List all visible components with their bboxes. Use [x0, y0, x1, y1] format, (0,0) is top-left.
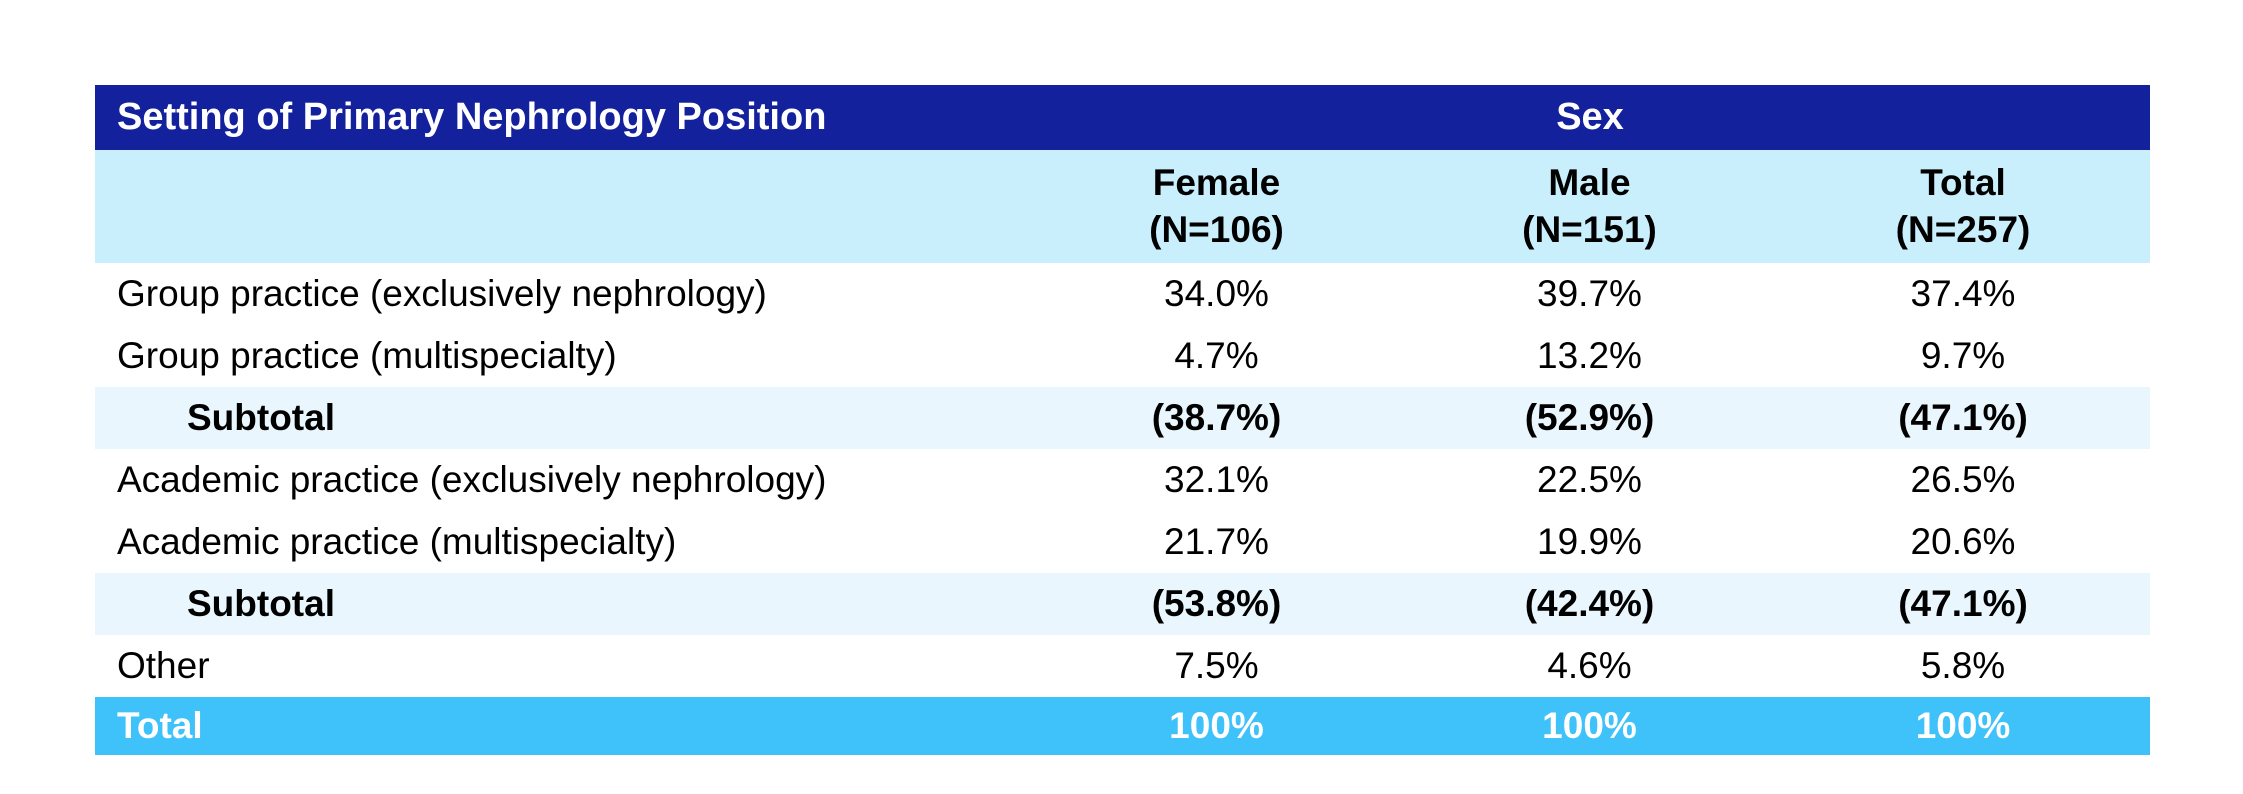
cell-male: 22.5% — [1537, 459, 1642, 500]
cell-male: 13.2% — [1537, 335, 1642, 376]
table-header-row: Setting of Primary Nephrology Position S… — [95, 85, 2151, 150]
cell-female: (53.8%) — [1151, 583, 1282, 624]
cell-total: 26.5% — [1910, 459, 2016, 500]
table-row: Group practice (exclusively nephrology) … — [95, 263, 2151, 325]
table-row: Group practice (multispecialty) 4.7% 13.… — [95, 325, 2151, 387]
table-row: Other 7.5% 4.6% 5.8% — [95, 635, 2151, 697]
column-header-label: Total — [1920, 161, 2006, 203]
cell-total: (47.1%) — [1898, 397, 2028, 438]
column-header-female: Female (N=106) — [1030, 150, 1403, 263]
grand-total-total: 100% — [1915, 705, 2011, 746]
cell-male: (52.9%) — [1524, 397, 1655, 438]
cell-total: 9.7% — [1920, 335, 2006, 376]
row-label: Group practice (exclusively nephrology) — [117, 273, 767, 314]
grand-total-row: Total 100% 100% 100% — [95, 697, 2151, 755]
table-row: Academic practice (multispecialty) 21.7%… — [95, 511, 2151, 573]
grand-total-label: Total — [117, 705, 203, 746]
column-header-n: (N=151) — [1522, 208, 1657, 250]
grand-total-male: 100% — [1542, 705, 1637, 746]
row-label: Group practice (multispecialty) — [117, 335, 617, 376]
cell-male: 4.6% — [1547, 645, 1632, 686]
row-label: Academic practice (exclusively nephrolog… — [117, 459, 827, 500]
row-label: Academic practice (multispecialty) — [117, 521, 677, 562]
cell-male: 39.7% — [1537, 273, 1642, 314]
cell-female: (38.7%) — [1151, 397, 1282, 438]
row-label: Other — [117, 645, 210, 686]
cell-total: (47.1%) — [1898, 583, 2028, 624]
column-header-label: Male — [1548, 161, 1631, 203]
cell-total: 20.6% — [1910, 521, 2016, 562]
cell-total: 37.4% — [1910, 273, 2016, 314]
column-group-title-sex: Sex — [1556, 96, 1624, 138]
column-header-male: Male (N=151) — [1403, 150, 1776, 263]
cell-male: (42.4%) — [1524, 583, 1655, 624]
row-label: Subtotal — [187, 583, 335, 624]
column-header-total: Total (N=257) — [1776, 150, 2150, 263]
column-header-n: (N=257) — [1895, 208, 2031, 250]
row-label: Subtotal — [187, 397, 335, 438]
column-header-n: (N=106) — [1149, 208, 1284, 250]
empty-corner-cell — [95, 150, 1030, 263]
cell-male: 19.9% — [1537, 521, 1642, 562]
nephrology-position-by-sex-table: Setting of Primary Nephrology Position S… — [95, 85, 2151, 755]
subtotal-row: Subtotal (38.7%) (52.9%) (47.1%) — [95, 387, 2151, 449]
cell-female: 7.5% — [1174, 645, 1259, 686]
cell-female: 34.0% — [1164, 273, 1269, 314]
table-subheader-row: Female (N=106) Male (N=151) Total (N=257… — [95, 150, 2151, 263]
cell-female: 21.7% — [1164, 521, 1269, 562]
row-label-column-title: Setting of Primary Nephrology Position — [117, 96, 827, 138]
cell-female: 32.1% — [1164, 459, 1269, 500]
column-header-label: Female — [1152, 161, 1281, 203]
table-row: Academic practice (exclusively nephrolog… — [95, 449, 2151, 511]
cell-female: 4.7% — [1174, 335, 1259, 376]
cell-total: 5.8% — [1920, 645, 2006, 686]
subtotal-row: Subtotal (53.8%) (42.4%) (47.1%) — [95, 573, 2151, 635]
grand-total-female: 100% — [1169, 705, 1264, 746]
